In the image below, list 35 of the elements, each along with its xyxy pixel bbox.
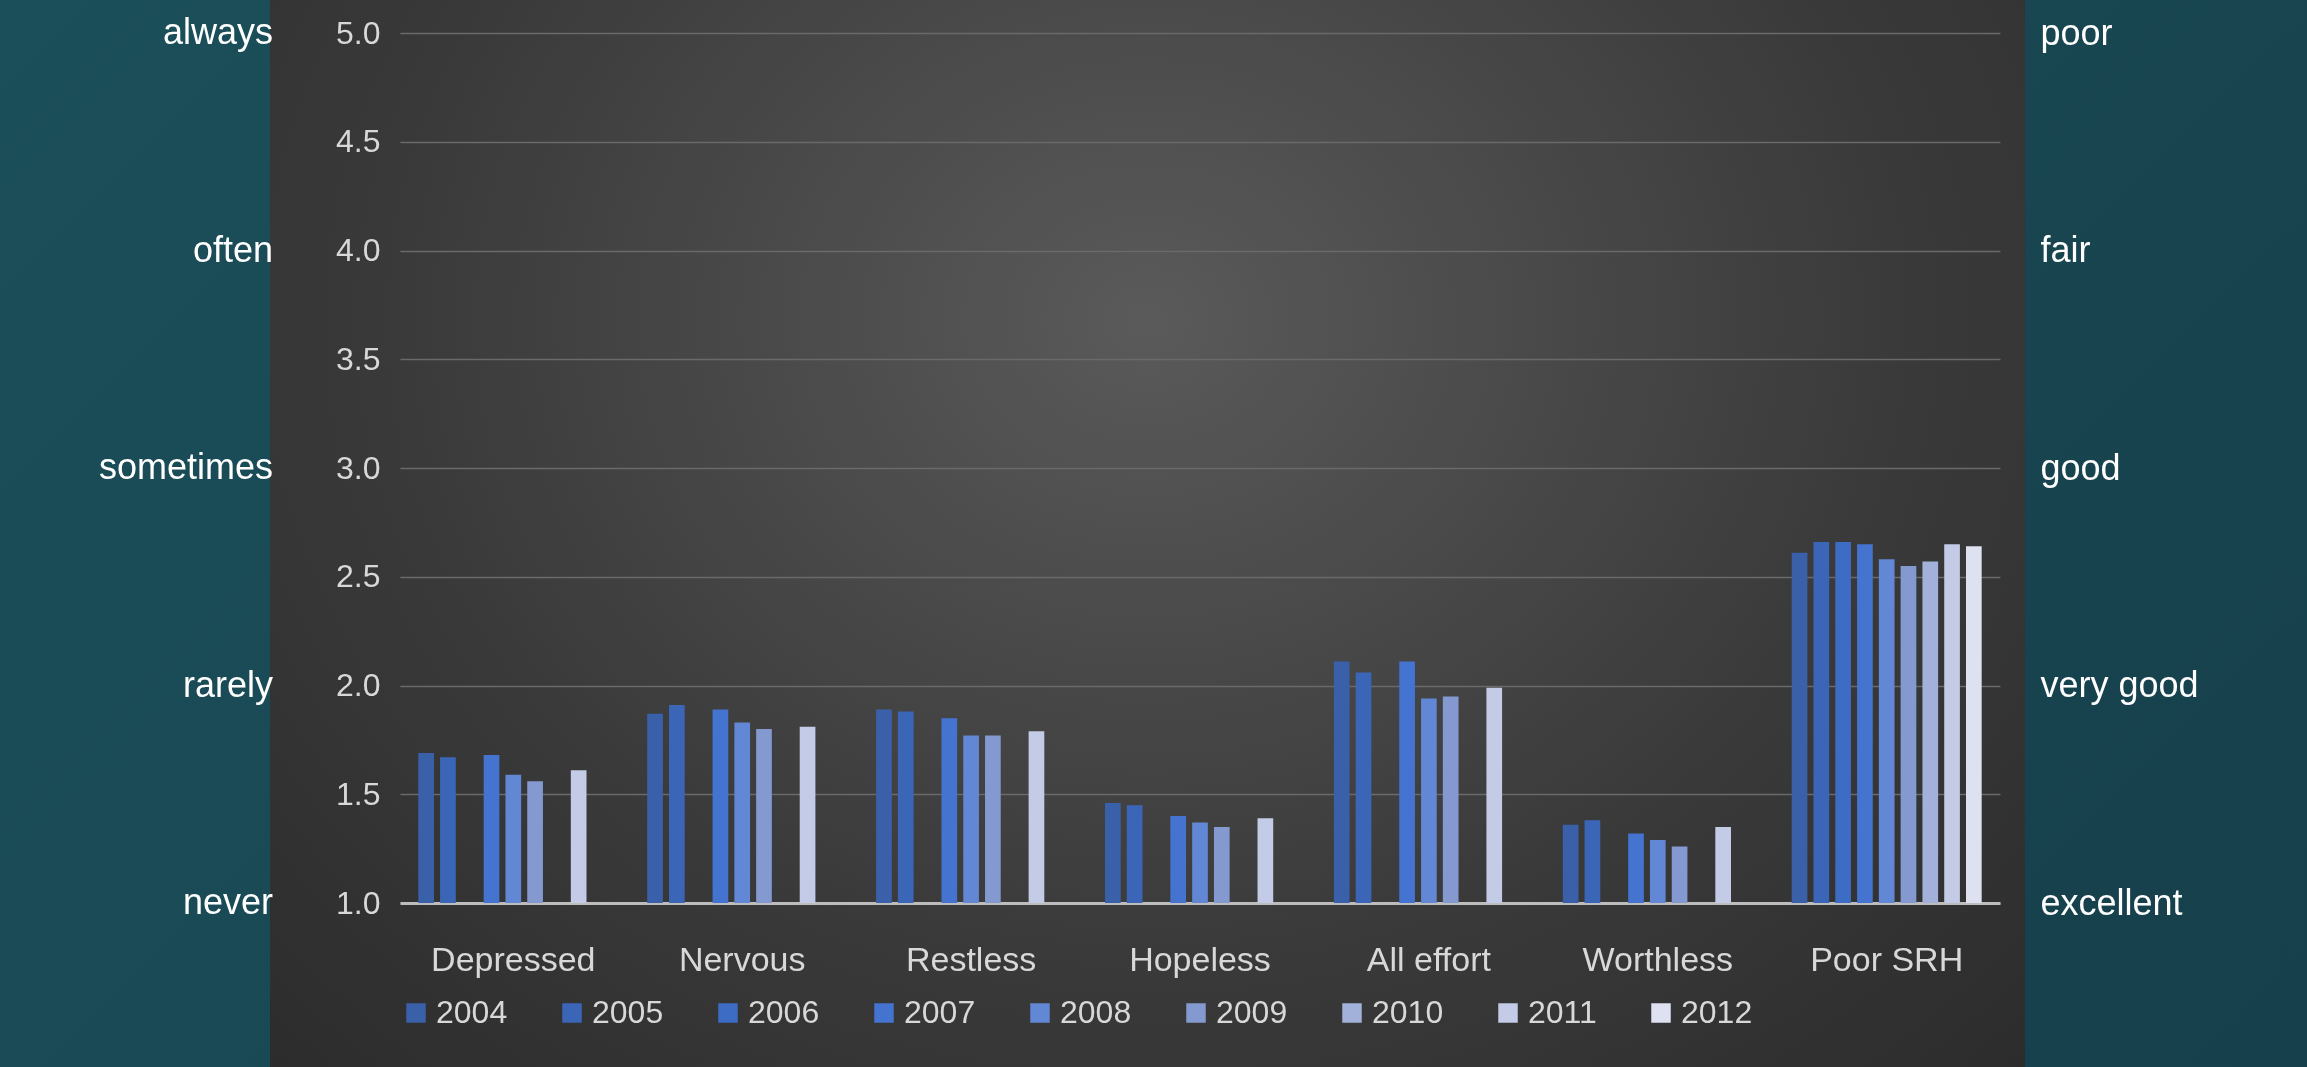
text: never xyxy=(182,881,273,922)
text: often xyxy=(192,228,273,270)
x-tick-label: Depressed xyxy=(431,939,596,978)
legend-label: 2010 xyxy=(1372,994,1444,1030)
x-tick-label: Hopeless xyxy=(1129,939,1271,978)
x-tick-label: Restless xyxy=(905,939,1037,978)
category-label: very good xyxy=(2040,664,2199,705)
x-tick-label: Nervous xyxy=(678,939,806,978)
y-tick-label: 3.5 xyxy=(336,340,381,377)
y-tick-label: 1.5 xyxy=(336,775,381,812)
legend-label: 2009 xyxy=(1216,994,1288,1030)
legend-label: 2006 xyxy=(748,994,820,1030)
y-tick-label: 1.0 xyxy=(336,884,381,921)
category-label: excellent xyxy=(2040,881,2183,923)
y-tick-label: 4.5 xyxy=(336,123,381,160)
category-label: good xyxy=(2040,446,2121,488)
x-tick-label: Poor SRH xyxy=(1810,939,1964,978)
legend-label: 2011 xyxy=(1528,994,1597,1030)
x-tick-label: Worthless xyxy=(1582,939,1734,978)
y-tick-label: 2.5 xyxy=(336,558,381,595)
x-tick-label: All effort xyxy=(1366,939,1492,978)
y-tick-label: 3.0 xyxy=(336,449,381,486)
y-tick-label: 2.0 xyxy=(336,667,381,703)
legend-label: 2007 xyxy=(904,994,976,1030)
text: rarely xyxy=(182,663,273,705)
legend-label: 2004 xyxy=(436,994,508,1030)
text: sometimes xyxy=(98,446,273,487)
y-tick-label: 5.0 xyxy=(336,14,381,51)
category-label: poor xyxy=(2040,11,2113,53)
legend-label: 2008 xyxy=(1060,994,1132,1030)
category-label: fair xyxy=(2040,229,2091,270)
y-tick-label: 4.0 xyxy=(336,232,381,268)
legend-label: 2005 xyxy=(592,994,664,1030)
legend-label: 2012 xyxy=(1681,994,1753,1030)
text: always xyxy=(162,11,273,52)
